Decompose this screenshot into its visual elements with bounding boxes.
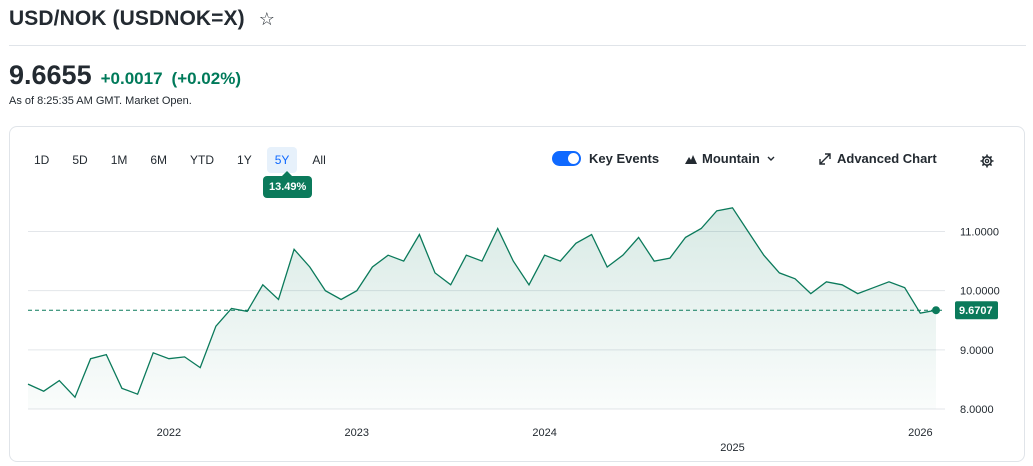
range-5d[interactable]: 5D bbox=[72, 153, 88, 167]
period-change-badge: 13.49% bbox=[263, 171, 313, 198]
chart-type-dropdown[interactable]: Mountain bbox=[685, 151, 776, 166]
key-events-toggle[interactable]: Key Events bbox=[552, 151, 659, 166]
x-tick-label: 2025 bbox=[720, 442, 744, 454]
range-1d[interactable]: 1D bbox=[34, 153, 50, 167]
range-1m[interactable]: 1M bbox=[110, 153, 128, 167]
x-tick-label: 2026 bbox=[908, 427, 932, 439]
last-price-dot bbox=[932, 306, 940, 315]
price-row: 9.6655 +0.0017 (+0.02%) bbox=[9, 60, 241, 91]
advanced-chart-label: Advanced Chart bbox=[837, 151, 937, 166]
settings-button[interactable] bbox=[980, 154, 994, 168]
price-line bbox=[27, 207, 937, 399]
svg-text:9.6707: 9.6707 bbox=[959, 305, 993, 317]
expand-arrows-icon bbox=[819, 152, 831, 165]
chevron-down-icon bbox=[767, 156, 775, 161]
current-price: 9.6655 bbox=[9, 60, 92, 90]
range-ytd[interactable]: YTD bbox=[190, 153, 215, 167]
range-6m[interactable]: 6M bbox=[150, 153, 168, 167]
range-selector: 1D 5D 1M 6M YTD 1Y 5Y All bbox=[26, 147, 341, 173]
range-1y[interactable]: 1Y bbox=[237, 153, 252, 167]
price-change-percent: (+0.02%) bbox=[171, 69, 241, 88]
gear-icon bbox=[980, 154, 994, 168]
range-5y[interactable]: 5Y bbox=[266, 147, 298, 173]
y-tick-label: 8.0000 bbox=[960, 404, 994, 416]
advanced-chart-button[interactable]: Advanced Chart bbox=[819, 151, 937, 166]
y-tick-label: 10.0000 bbox=[960, 286, 1000, 298]
key-events-label: Key Events bbox=[589, 151, 660, 166]
price-change: +0.0017 bbox=[100, 69, 163, 88]
header-divider bbox=[9, 45, 1026, 46]
star-icon[interactable]: ☆ bbox=[258, 9, 275, 29]
chart-type-label: Mountain bbox=[702, 151, 760, 166]
mountain-icon bbox=[685, 154, 697, 164]
last-price-label: 9.6707 bbox=[955, 301, 998, 320]
page-title: USD/NOK (USDNOK=X) bbox=[9, 7, 245, 30]
y-tick-label: 9.0000 bbox=[960, 345, 994, 357]
price-area-fill bbox=[28, 207, 936, 409]
x-tick-label: 2023 bbox=[345, 427, 369, 439]
quote-header: USD/NOK (USDNOK=X) ☆ bbox=[9, 6, 275, 32]
market-timestamp: As of 8:25:35 AM GMT. Market Open. bbox=[9, 95, 192, 107]
x-tick-label: 2022 bbox=[157, 427, 181, 439]
y-tick-label: 11.0000 bbox=[960, 227, 999, 239]
chart-card: 1D 5D 1M 6M YTD 1Y 5Y All 13.49% Key Events Mou… bbox=[9, 126, 1025, 462]
range-all[interactable]: All bbox=[312, 153, 326, 167]
toggle-switch[interactable] bbox=[552, 151, 581, 166]
x-tick-label: 2024 bbox=[532, 427, 556, 439]
